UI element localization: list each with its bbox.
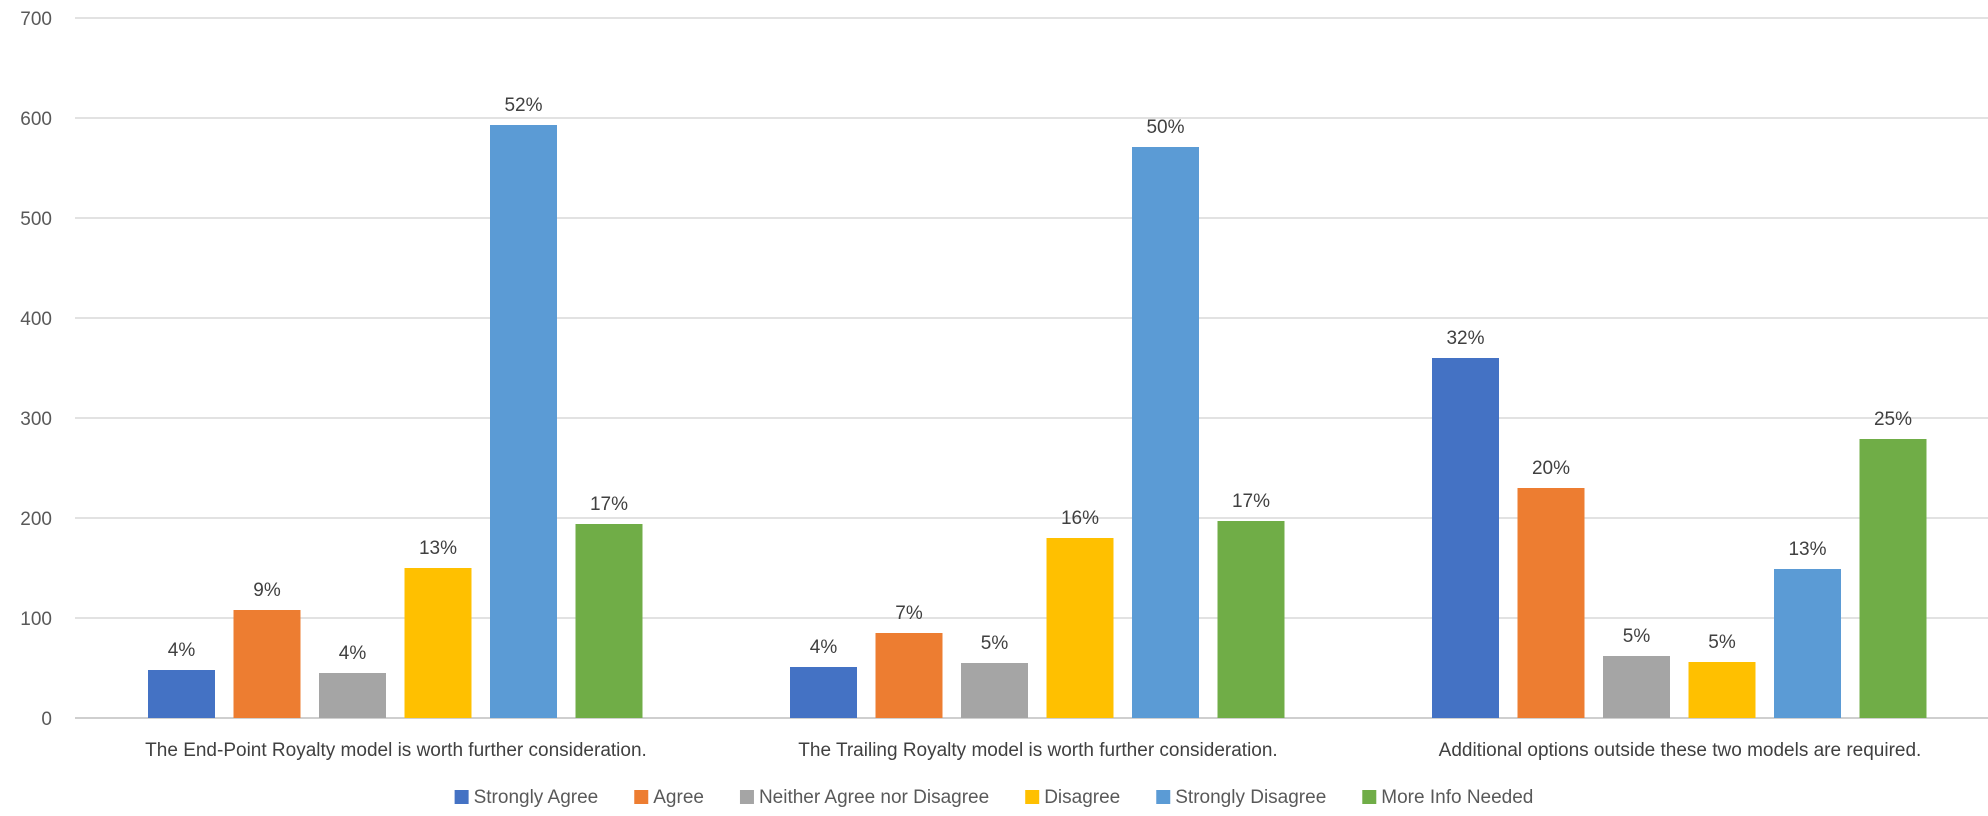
y-tick-label: 300 <box>20 409 52 430</box>
bar <box>1217 521 1285 718</box>
legend-label: Agree <box>653 787 704 808</box>
legend-item: Strongly Disagree <box>1156 787 1326 808</box>
bar <box>404 568 472 718</box>
data-label: 32% <box>1446 328 1484 349</box>
legend-swatch <box>454 790 469 804</box>
bar <box>1688 662 1756 718</box>
legend-item: More Info Needed <box>1362 787 1533 808</box>
data-label: 52% <box>504 95 542 116</box>
y-axis: 0 100 200 300 400 500 600 700 <box>20 9 52 730</box>
legend-swatch <box>739 790 754 804</box>
legend-label: Neither Agree nor Disagree <box>759 787 989 808</box>
data-label: 13% <box>419 538 457 559</box>
x-category-label: The Trailing Royalty model is worth furt… <box>798 740 1277 761</box>
legend-item: Disagree <box>1025 787 1120 808</box>
x-axis: The End-Point Royalty model is worth fur… <box>145 740 1921 761</box>
data-label: 25% <box>1874 409 1912 430</box>
legend-label: Disagree <box>1044 787 1120 808</box>
gridlines <box>75 17 1988 719</box>
data-label: 13% <box>1788 539 1826 560</box>
legend-item: Agree <box>634 787 704 808</box>
legend-label: Strongly Agree <box>474 787 599 808</box>
y-tick-label: 200 <box>20 509 52 530</box>
bar <box>1859 439 1927 718</box>
data-label: 4% <box>339 643 367 664</box>
legend-item: Strongly Agree <box>454 787 599 808</box>
data-label: 5% <box>1623 626 1651 647</box>
data-label: 9% <box>253 580 281 601</box>
data-label: 5% <box>1708 632 1736 653</box>
x-category-label: The End-Point Royalty model is worth fur… <box>145 740 647 761</box>
data-label: 7% <box>895 603 923 624</box>
bar <box>319 673 386 718</box>
legend-swatch <box>1025 790 1040 804</box>
bar <box>490 125 557 718</box>
legend: Strongly Agree Agree Neither Agree nor Dis… <box>454 787 1533 808</box>
bar-groups <box>148 125 1927 718</box>
legend-swatch <box>634 790 649 804</box>
data-label: 4% <box>168 640 196 661</box>
bar <box>575 524 643 718</box>
y-tick-label: 0 <box>41 709 52 730</box>
x-category-label: Additional options outside these two mod… <box>1439 740 1922 761</box>
legend-item: Neither Agree nor Disagree <box>739 787 989 808</box>
data-label: 17% <box>590 494 628 515</box>
bar <box>148 670 215 718</box>
legend-label: Strongly Disagree <box>1175 787 1326 808</box>
bar <box>875 633 943 718</box>
data-label: 4% <box>810 637 838 658</box>
data-labels: 4% 9% 4% 13% 52% 17% 4% 7% 5% 16% 50% 17% 32% 20% 5% 5%… <box>168 95 1912 664</box>
bar <box>961 663 1028 718</box>
data-label: 50% <box>1146 117 1184 138</box>
y-tick-label: 400 <box>20 309 52 330</box>
bar <box>1774 569 1841 718</box>
legend-swatch <box>1156 790 1171 804</box>
data-label: 5% <box>981 633 1009 654</box>
bar <box>1132 147 1199 718</box>
data-label: 17% <box>1232 491 1270 512</box>
legend-label: More Info Needed <box>1381 787 1533 808</box>
bar <box>1517 488 1585 718</box>
bar <box>1046 538 1114 718</box>
data-label: 20% <box>1532 458 1570 479</box>
bar <box>1432 358 1499 718</box>
y-tick-label: 600 <box>20 109 52 130</box>
bar <box>790 667 857 718</box>
legend-swatch <box>1362 790 1377 804</box>
data-label: 16% <box>1061 508 1099 529</box>
y-tick-label: 100 <box>20 609 52 630</box>
bar <box>233 610 301 718</box>
y-tick-label: 700 <box>20 9 52 30</box>
y-tick-label: 500 <box>20 209 52 230</box>
bar <box>1603 656 1670 718</box>
